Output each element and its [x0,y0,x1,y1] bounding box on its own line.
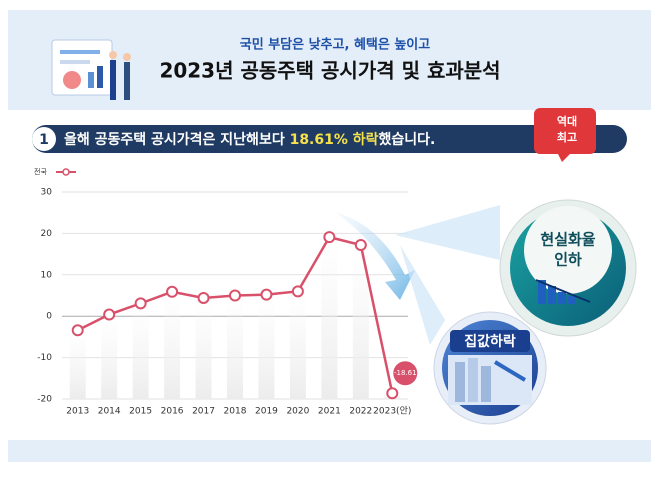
x-tick-label: 2015 [129,407,152,417]
y-tick-label: 0 [46,312,52,322]
y-tick-label: 10 [41,270,53,280]
column-shade [258,294,275,399]
marker [323,231,336,244]
marker [229,289,241,302]
badge-text: 최고 [557,130,577,144]
marker [354,238,367,251]
callout-label-bg [450,330,530,352]
legend-marker [62,168,70,176]
column-shade [352,244,369,399]
column-shade [101,314,118,399]
y-tick-label: 20 [41,229,53,239]
callout-text: 인하 [554,251,582,269]
marker [166,285,179,298]
x-tick-label: 2018 [224,407,247,417]
footer-bg [8,440,651,462]
headline-bar [32,125,627,153]
marker [103,308,116,321]
arrow [400,245,445,345]
arrow [395,205,500,260]
title: 2023년 공동주택 공시가격 및 효과분석 [159,59,500,83]
x-tick-label: 2023(안) [373,406,411,417]
number-circle [32,127,56,151]
value-label: -18.61 [394,369,417,377]
subtitle: 국민 부담은 낮추고, 혜택은 높이고 [240,37,431,53]
headline-text: 했습니다. [379,132,436,148]
headline-text: 올해 공동주택 공시가격은 지난해보다 [64,131,290,148]
y-tick-label: -20 [37,395,52,405]
marker [197,291,210,304]
chart: -20 -10 0 10 20 30 2013 2014 2015 2016 2017 2018 201… [34,167,418,417]
headline: 올해 공동주택 공시가격은 지난해보다 18.61% 하락했습니다. [64,131,435,148]
badge-text: 역대 [557,114,577,128]
legend-label: 전국 [34,167,47,176]
callout-inner [524,206,612,294]
x-tick-label: 2022 [349,407,372,417]
column-shade [321,237,338,399]
column-shade [69,330,86,399]
callout-text: 현실화율 [540,231,595,249]
x-tick-label: 2016 [161,407,184,417]
arrow [335,212,415,300]
marker [71,324,84,337]
x-tick-label: 2017 [192,407,215,417]
headline-highlight: 18.61% 하락 [290,131,379,148]
x-tick-label: 2013 [66,407,89,417]
headline-number: 1 [39,132,49,148]
x-tick-label: 2020 [286,407,309,417]
column-shade [164,291,181,399]
y-tick-label: 30 [41,188,53,198]
badge [534,108,596,162]
value-label-bg [393,361,418,386]
column-shade [227,295,243,399]
marker [260,288,273,301]
x-tick-label: 2014 [98,407,121,417]
column-shade [195,297,212,399]
x-tick-label: 2019 [255,407,278,417]
x-tick-label: 2021 [318,407,341,417]
y-tick-label: -10 [37,353,52,363]
marker [291,285,304,298]
column-shade [132,303,149,399]
arrow [493,360,527,382]
marker [386,387,399,400]
marker [134,297,147,310]
callout-text: 집값하락 [464,333,516,350]
column-shade [289,291,306,399]
falling-bars [535,279,591,304]
illustration [51,39,131,100]
